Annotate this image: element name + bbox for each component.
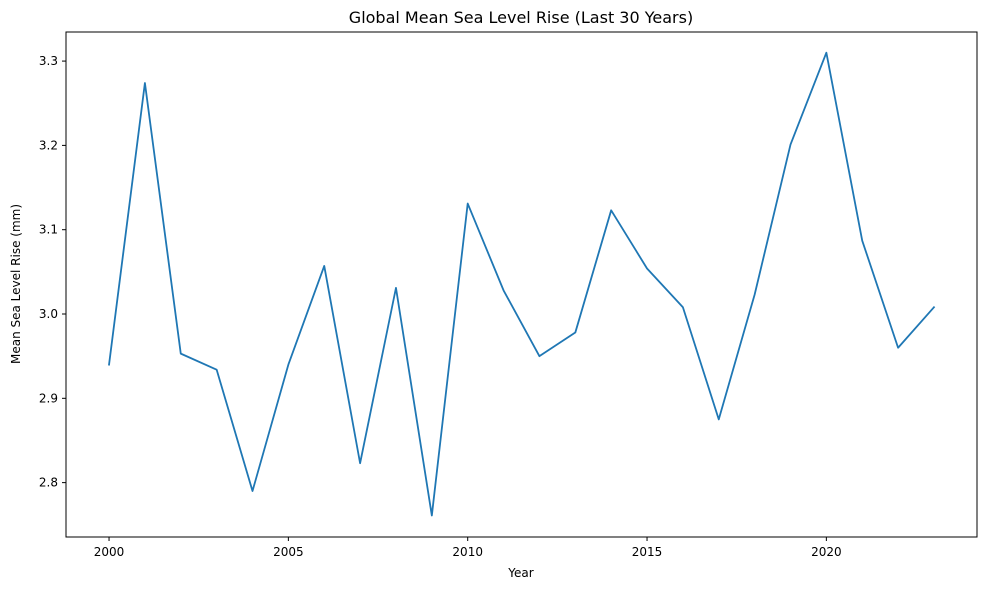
y-tick-label: 3.2	[39, 138, 58, 152]
y-tick-label: 2.8	[39, 476, 58, 490]
x-tick-label: 2015	[632, 545, 663, 559]
x-tick-label: 2020	[811, 545, 842, 559]
y-tick-label: 3.0	[39, 307, 58, 321]
x-tick-label: 2010	[452, 545, 483, 559]
y-axis: 2.8 2.9 3.0 3.1 3.2 3.3	[39, 54, 66, 490]
y-axis-label: Mean Sea Level Rise (mm)	[9, 204, 23, 364]
series-line-0	[108, 51, 936, 517]
plot-area	[65, 31, 978, 538]
y-tick-label: 2.9	[39, 391, 58, 405]
x-axis-label: Year	[507, 566, 533, 580]
y-tick-label: 3.3	[39, 54, 58, 68]
x-axis: 2000 2005 2010 2015 2020	[94, 537, 842, 559]
chart-title: Global Mean Sea Level Rise (Last 30 Year…	[349, 8, 693, 27]
x-tick-label: 2005	[273, 545, 304, 559]
x-tick-label: 2000	[94, 545, 125, 559]
axes-frame	[65, 31, 978, 538]
y-tick-label: 3.1	[39, 223, 58, 237]
